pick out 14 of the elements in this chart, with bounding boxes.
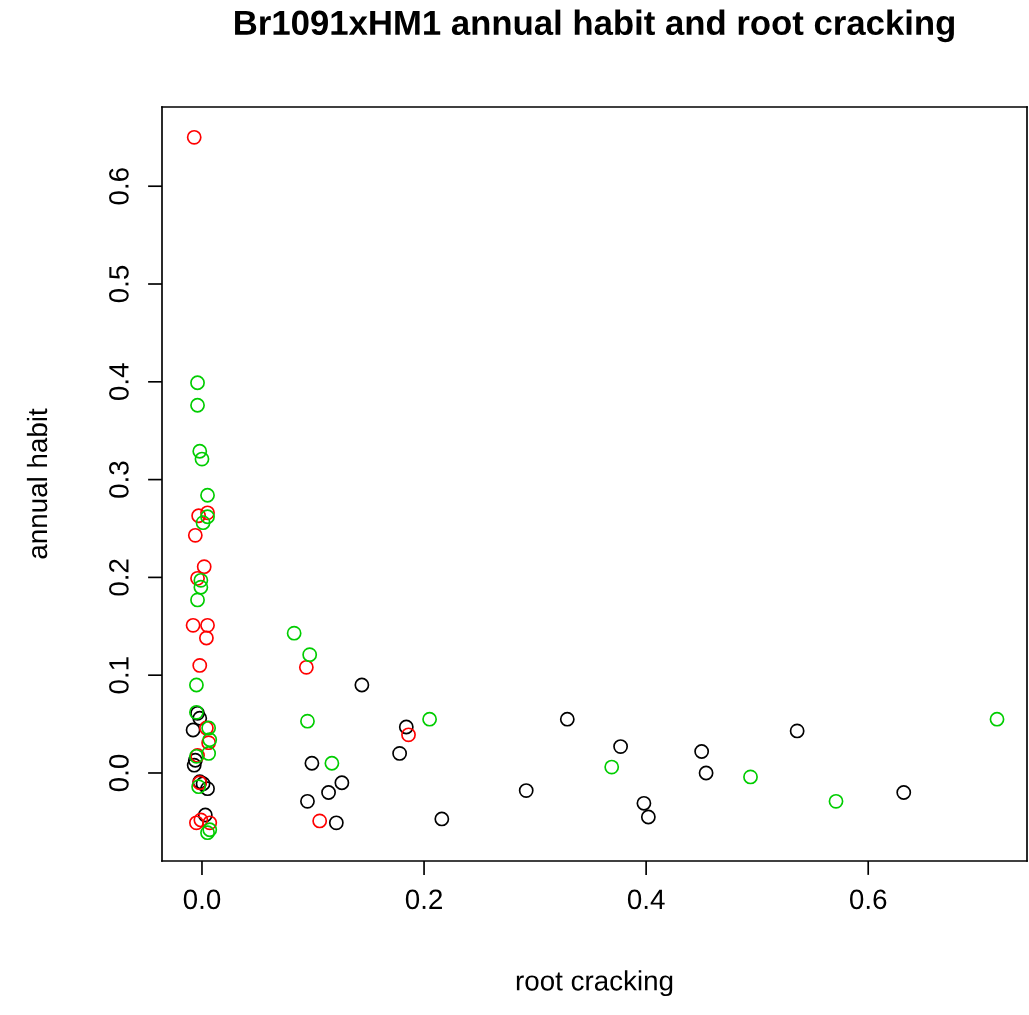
chart-title: Br1091xHM1 annual habit and root cracking <box>235 9 954 43</box>
y-tick-label: 0.3 <box>109 461 129 498</box>
y-tick-label: 0.4 <box>109 363 129 401</box>
y-tick-label: 0.5 <box>109 265 129 303</box>
y-tick-label: 0.0 <box>109 754 129 792</box>
y-tick-label: 0.1 <box>109 657 129 694</box>
x-tick-label: 0.6 <box>849 889 887 910</box>
y-tick-label: 0.6 <box>109 168 129 205</box>
x-tick-label: 0.4 <box>627 889 665 910</box>
x-axis-title: root cracking <box>516 970 673 997</box>
y-axis-title: annual habit <box>26 408 48 559</box>
x-tick-label: 0.2 <box>405 889 442 910</box>
y-tick-label: 0.2 <box>109 559 129 596</box>
x-tick-label: 0.0 <box>183 889 221 910</box>
